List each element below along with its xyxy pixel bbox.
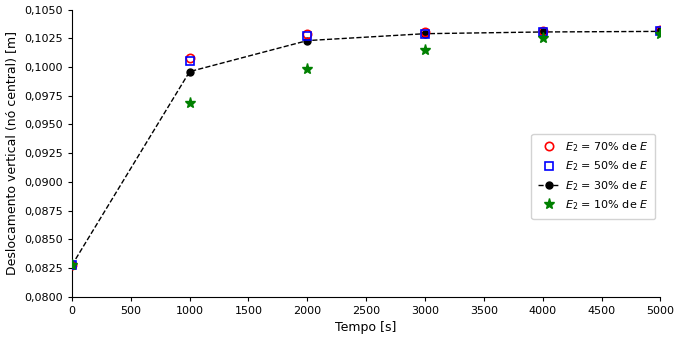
Line: $E_2$ = 30% de $E$: $E_2$ = 30% de $E$	[69, 28, 664, 269]
$E_2$ = 70% de $E$	[68, 263, 76, 267]
Line: $E_2$ = 50% de $E$: $E_2$ = 50% de $E$	[68, 27, 664, 269]
$E_2$ = 50% de $E$	[656, 29, 664, 33]
Line: $E_2$ = 70% de $E$: $E_2$ = 70% de $E$	[68, 26, 664, 269]
$E_2$ = 70% de $E$	[539, 29, 547, 33]
Line: $E_2$ = 10% de $E$: $E_2$ = 10% de $E$	[67, 29, 666, 271]
$E_2$ = 70% de $E$	[186, 56, 194, 61]
$E_2$ = 50% de $E$	[68, 263, 76, 267]
$E_2$ = 50% de $E$	[539, 30, 547, 34]
Legend: $E_2$ = 70% de $E$, $E_2$ = 50% de $E$, $E_2$ = 30% de $E$, $E_2$ = 10% de $E$: $E_2$ = 70% de $E$, $E_2$ = 50% de $E$, …	[532, 134, 655, 219]
$E_2$ = 30% de $E$	[539, 30, 547, 34]
X-axis label: Tempo [s]: Tempo [s]	[335, 321, 397, 335]
$E_2$ = 10% de $E$	[656, 32, 664, 36]
$E_2$ = 30% de $E$	[68, 263, 76, 267]
$E_2$ = 30% de $E$	[421, 32, 429, 36]
$E_2$ = 10% de $E$	[68, 263, 76, 267]
$E_2$ = 70% de $E$	[303, 32, 311, 36]
$E_2$ = 70% de $E$	[421, 30, 429, 34]
$E_2$ = 10% de $E$	[186, 101, 194, 105]
$E_2$ = 70% de $E$	[656, 28, 664, 32]
$E_2$ = 50% de $E$	[303, 34, 311, 38]
$E_2$ = 30% de $E$	[186, 70, 194, 74]
$E_2$ = 50% de $E$	[421, 32, 429, 36]
Y-axis label: Deslocamento vertical (nó central) [m]: Deslocamento vertical (nó central) [m]	[5, 31, 18, 275]
$E_2$ = 50% de $E$	[186, 59, 194, 63]
$E_2$ = 30% de $E$	[303, 38, 311, 42]
$E_2$ = 10% de $E$	[303, 67, 311, 71]
$E_2$ = 10% de $E$	[421, 48, 429, 52]
$E_2$ = 30% de $E$	[656, 29, 664, 33]
$E_2$ = 10% de $E$	[539, 36, 547, 40]
